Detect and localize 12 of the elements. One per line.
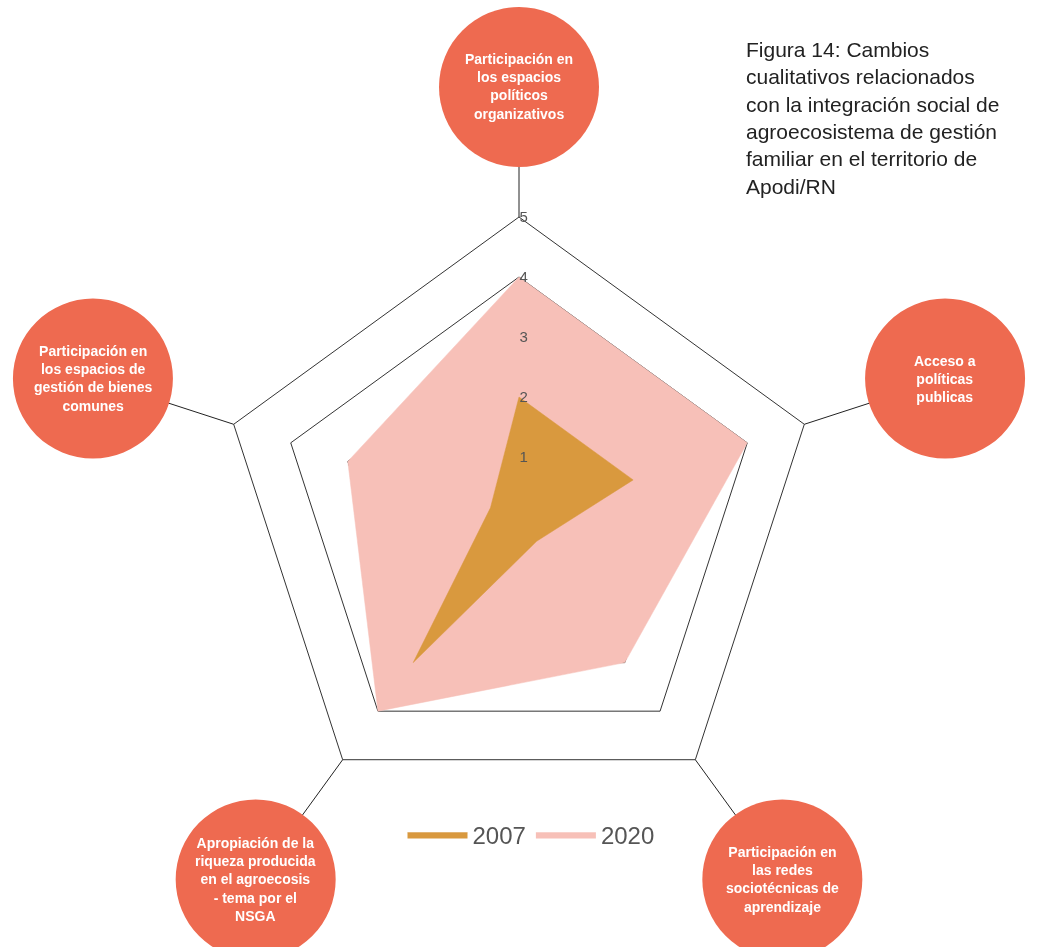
- spoke-label: Apropiación de la riqueza producida en el agroecosis - tema por el NSGA: [195, 835, 316, 924]
- legend-label: 2007: [472, 821, 526, 849]
- y-tick-label: 2: [519, 387, 528, 405]
- text: Figura 14: Cambios cualitativos relacionados con la integración social de agroecosistema de gestión familiar en el territorio de Apodi/RN: [746, 38, 1000, 198]
- y-tick-label: 3: [519, 327, 528, 345]
- spoke-label: Acceso a políticas publicas: [914, 353, 976, 406]
- spoke-label: Participación en los espacios políticos organizativos: [465, 51, 574, 122]
- y-tick-label: 4: [519, 267, 528, 285]
- legend-label: 2020: [600, 821, 655, 849]
- y-tick-label: 1: [519, 447, 528, 465]
- spoke-label: Participación en los espacios de gestión de bienes comunes: [34, 343, 153, 414]
- spoke-label: Participación en las redes sociotécnicas de aprendizaje: [726, 844, 840, 915]
